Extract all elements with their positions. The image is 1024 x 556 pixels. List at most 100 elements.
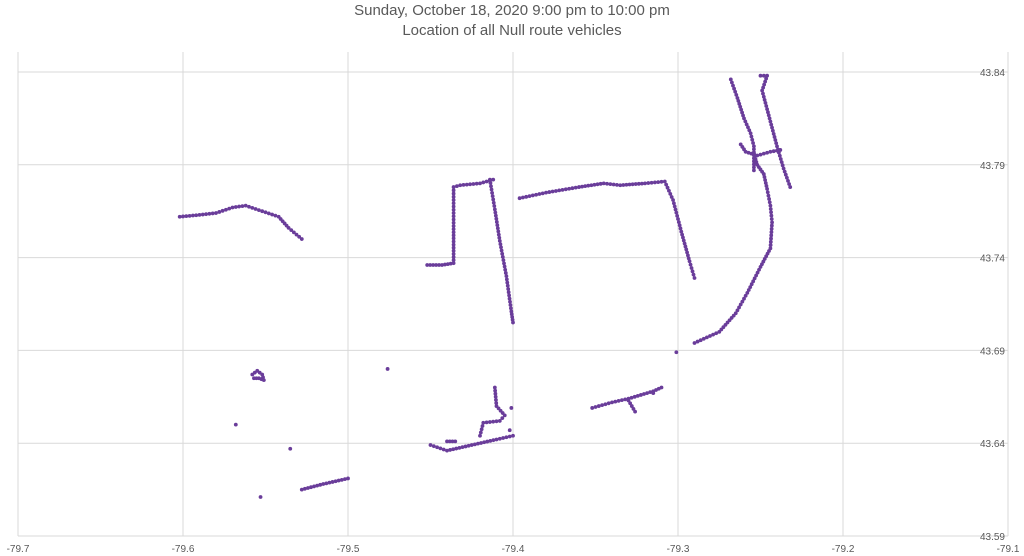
y-tick-label: 43.74 bbox=[980, 254, 1005, 265]
data-point bbox=[492, 207, 497, 212]
data-point bbox=[494, 397, 498, 402]
data-point bbox=[590, 406, 595, 410]
data-point bbox=[752, 147, 756, 152]
data-point bbox=[451, 255, 456, 259]
data-point bbox=[596, 404, 601, 408]
data-point bbox=[752, 168, 756, 173]
data-point bbox=[737, 101, 742, 106]
data-point bbox=[671, 198, 675, 202]
data-point bbox=[451, 227, 456, 232]
data-point bbox=[385, 367, 390, 371]
data-point bbox=[739, 107, 744, 112]
data-point bbox=[343, 477, 347, 482]
data-point bbox=[775, 144, 779, 149]
data-point bbox=[491, 177, 496, 182]
data-point bbox=[550, 189, 555, 194]
data-point bbox=[769, 223, 774, 228]
x-tick-label: -79.1 bbox=[997, 544, 1020, 555]
data-point bbox=[740, 299, 745, 304]
data-point bbox=[507, 428, 512, 433]
data-point bbox=[177, 214, 182, 219]
data-point bbox=[527, 194, 532, 199]
data-point bbox=[765, 107, 769, 112]
data-point bbox=[695, 339, 700, 344]
data-point bbox=[508, 299, 512, 304]
data-point bbox=[451, 214, 456, 219]
data-point bbox=[451, 185, 456, 189]
data-point bbox=[770, 125, 774, 130]
data-point bbox=[476, 441, 480, 446]
data-point bbox=[674, 210, 679, 215]
data-point bbox=[484, 420, 489, 425]
data-point bbox=[738, 302, 743, 307]
data-point bbox=[499, 245, 503, 250]
data-point bbox=[629, 395, 634, 400]
data-point bbox=[463, 444, 468, 449]
x-tick-label: -79.4 bbox=[502, 544, 525, 555]
data-point bbox=[484, 179, 489, 184]
data-point bbox=[509, 312, 514, 317]
data-point bbox=[698, 338, 703, 343]
data-point bbox=[786, 178, 790, 183]
data-point bbox=[733, 89, 738, 94]
title-block: Sunday, October 18, 2020 9:00 pm to 10:0… bbox=[0, 0, 1024, 41]
data-point bbox=[204, 212, 209, 217]
data-point bbox=[761, 85, 766, 90]
data-point bbox=[428, 263, 433, 267]
data-point bbox=[493, 210, 498, 215]
data-point bbox=[762, 97, 767, 102]
data-point bbox=[530, 193, 535, 198]
data-point bbox=[291, 230, 296, 235]
data-point bbox=[764, 76, 769, 81]
data-point bbox=[608, 182, 613, 187]
data-point bbox=[648, 390, 653, 395]
data-point bbox=[474, 181, 479, 186]
y-tick-label: 43.84 bbox=[980, 68, 1005, 79]
data-point bbox=[233, 422, 238, 427]
y-tick-label: 43.69 bbox=[980, 346, 1005, 357]
data-point bbox=[665, 185, 670, 190]
data-point bbox=[633, 182, 638, 186]
data-point bbox=[448, 261, 453, 266]
data-point bbox=[451, 201, 456, 206]
y-tick-label: 43.59 bbox=[980, 532, 1005, 543]
data-point bbox=[339, 477, 344, 482]
data-point bbox=[252, 376, 256, 381]
data-point bbox=[764, 104, 769, 108]
data-point bbox=[224, 207, 228, 212]
data-point bbox=[299, 237, 304, 241]
data-point bbox=[748, 131, 753, 136]
data-point bbox=[606, 401, 611, 406]
data-point bbox=[510, 315, 515, 319]
data-point bbox=[598, 181, 603, 186]
data-point bbox=[445, 448, 449, 453]
data-point bbox=[507, 296, 512, 301]
data-point bbox=[630, 182, 635, 187]
data-point bbox=[447, 439, 452, 444]
data-point bbox=[494, 404, 499, 408]
data-point bbox=[603, 402, 608, 407]
data-point bbox=[611, 182, 616, 187]
data-point bbox=[441, 447, 446, 452]
data-point bbox=[765, 73, 769, 78]
data-point bbox=[767, 116, 772, 121]
data-point bbox=[746, 288, 751, 292]
data-point bbox=[773, 138, 778, 142]
data-point bbox=[653, 180, 657, 185]
x-tick-label: -79.3 bbox=[667, 544, 690, 555]
data-point bbox=[309, 485, 313, 490]
data-point bbox=[642, 392, 646, 396]
data-point bbox=[788, 185, 793, 189]
data-point bbox=[766, 113, 771, 118]
data-point bbox=[509, 309, 514, 314]
data-point bbox=[451, 447, 456, 452]
data-point bbox=[769, 122, 774, 127]
data-point bbox=[746, 150, 751, 155]
data-point bbox=[499, 248, 504, 253]
tick-layer: -79.7 -79.6 -79.5 -79.4 -79.3 -79.2 -79.143.59… bbox=[7, 68, 1020, 555]
data-point bbox=[752, 144, 756, 149]
data-point bbox=[497, 436, 502, 441]
data-point bbox=[560, 187, 565, 192]
data-point bbox=[443, 262, 447, 267]
data-point bbox=[460, 445, 465, 450]
